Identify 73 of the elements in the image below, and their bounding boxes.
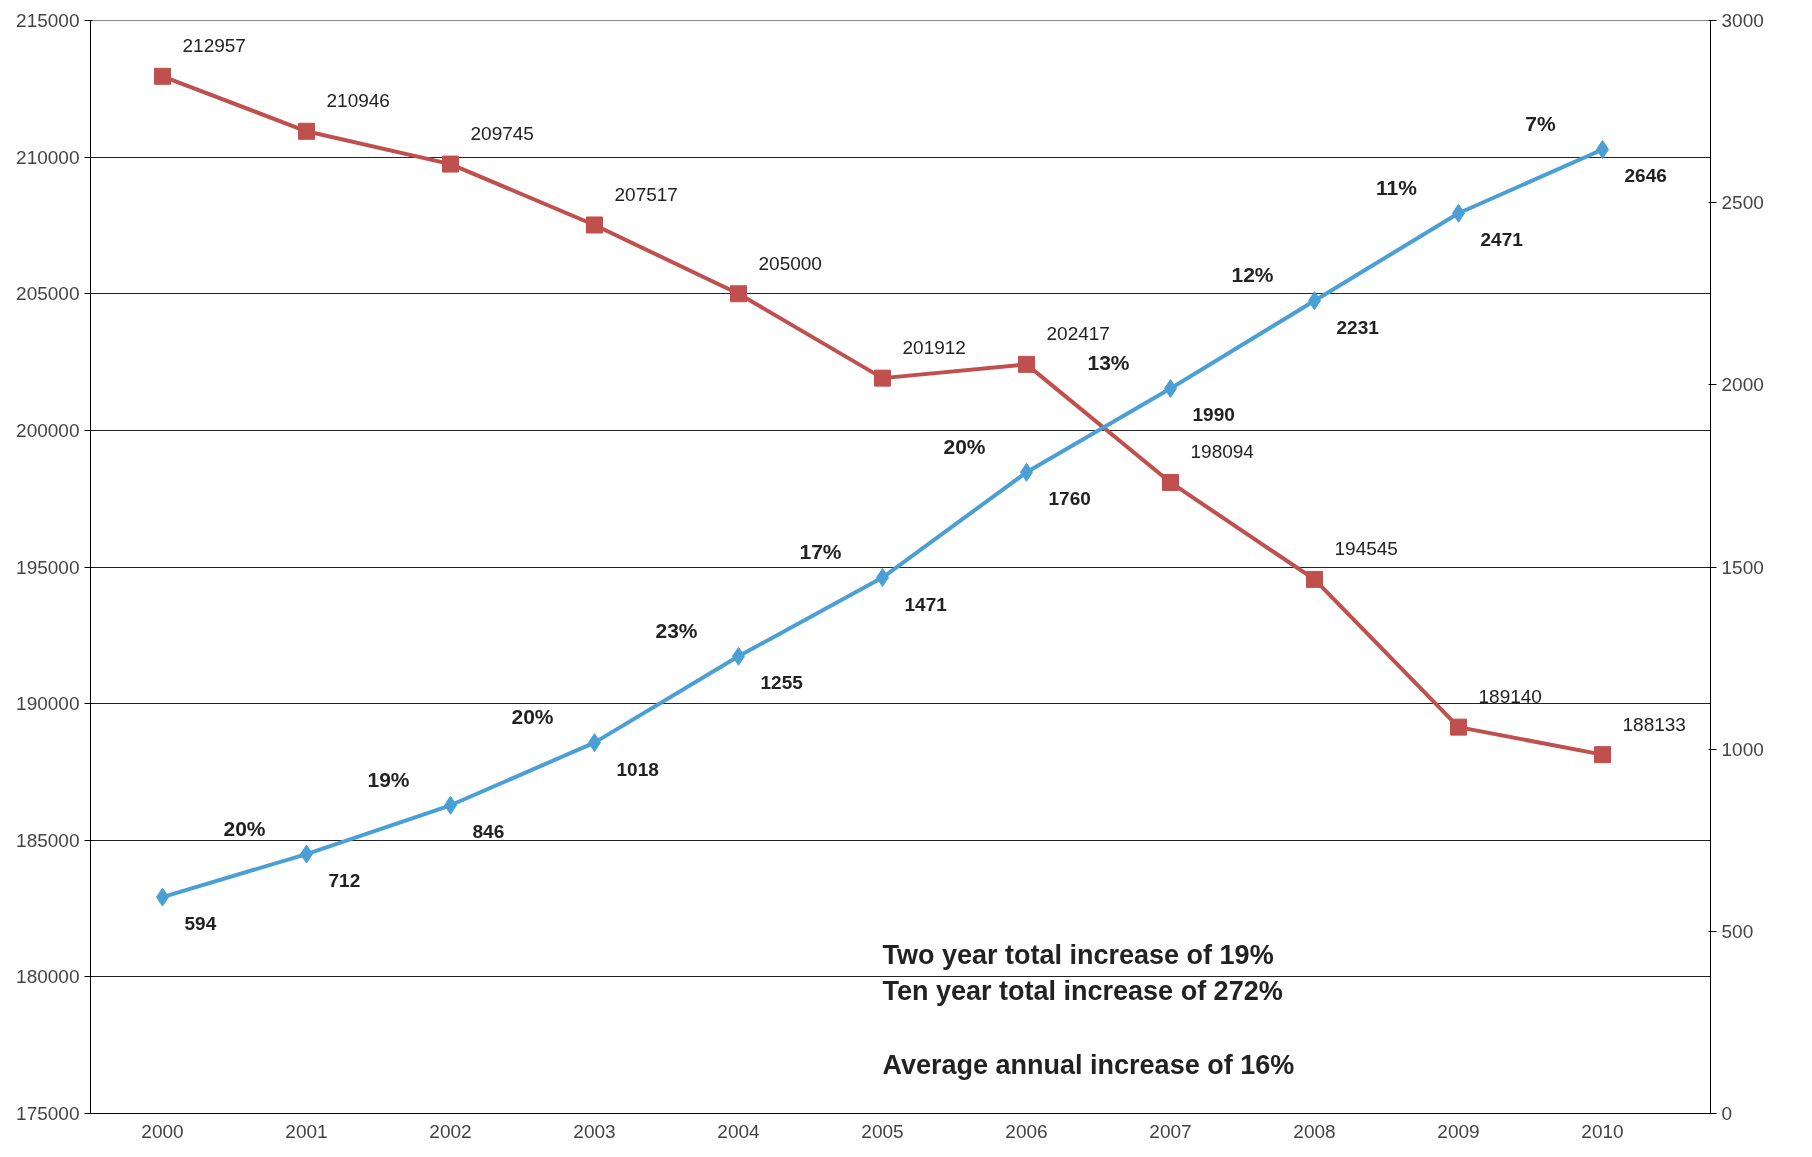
annotation: 7%	[1525, 111, 1556, 135]
y2-tick-label: 0	[1721, 1103, 1733, 1124]
x-tick-label: 2001	[285, 1120, 328, 1142]
data-label: 2471	[1480, 229, 1524, 251]
y-tick-label: 190000	[16, 693, 80, 715]
y2-tick-label: 2500	[1721, 192, 1764, 214]
point	[586, 216, 603, 234]
data-label: 188133	[1622, 713, 1686, 735]
x-tick-label: 2009	[1437, 1120, 1480, 1142]
data-label: 2231	[1336, 316, 1380, 338]
annotation: 19%	[367, 767, 410, 791]
y-tick-label: 195000	[16, 556, 80, 578]
data-label: 210946	[326, 90, 390, 112]
point	[1594, 746, 1611, 764]
data-label: 594	[184, 913, 217, 935]
point	[154, 67, 171, 85]
y2-tick-label: 1500	[1721, 556, 1764, 578]
data-label: 194545	[1334, 538, 1398, 560]
y-tick-label: 215000	[16, 10, 80, 31]
data-label: 212957	[182, 35, 246, 57]
y-tick-label: 205000	[16, 283, 80, 305]
data-label: 712	[328, 870, 361, 892]
x-tick-label: 2004	[717, 1120, 761, 1142]
point	[1306, 570, 1323, 588]
x-tick-label: 2008	[1293, 1120, 1336, 1142]
data-label: 202417	[1046, 323, 1110, 345]
data-label: 201912	[902, 337, 966, 359]
data-label: 1760	[1048, 488, 1091, 510]
point	[1450, 718, 1467, 736]
x-tick-label: 2000	[141, 1120, 184, 1142]
y2-tick-label: 1000	[1721, 738, 1764, 760]
annotation: 11%	[1376, 175, 1418, 199]
annotation: 12%	[1231, 263, 1274, 287]
data-label: 1018	[616, 758, 659, 780]
x-tick-label: 2006	[1005, 1120, 1048, 1142]
y-tick-label: 210000	[16, 146, 80, 168]
data-label: 1255	[760, 672, 804, 694]
x-tick-label: 2007	[1149, 1120, 1192, 1142]
point	[442, 155, 459, 173]
y2-tick-label: 500	[1721, 920, 1754, 942]
x-tick-label: 2002	[429, 1120, 472, 1142]
point	[1162, 473, 1179, 491]
data-label: 846	[472, 821, 505, 843]
point	[730, 285, 747, 303]
point	[298, 122, 315, 140]
data-label: 207517	[614, 183, 678, 205]
annotation: Ten year total increase of 272%	[882, 976, 1283, 1007]
y-tick-label: 185000	[16, 829, 80, 851]
y-tick-label: 180000	[16, 966, 80, 988]
data-label: 1471	[904, 593, 948, 615]
annotation: 20%	[223, 816, 266, 840]
y2-tick-label: 2000	[1721, 374, 1764, 396]
data-label: 1990	[1192, 404, 1235, 426]
y2-tick-label: 3000	[1721, 10, 1764, 31]
annotation: 13%	[1087, 350, 1130, 374]
point	[1018, 355, 1035, 373]
point	[874, 369, 891, 387]
x-tick-label: 2003	[573, 1120, 616, 1142]
annotation: 20%	[943, 434, 986, 458]
data-label: 189140	[1478, 686, 1542, 708]
data-label: 205000	[758, 252, 822, 274]
y-tick-label: 200000	[16, 419, 80, 441]
annotation: Two year total increase of 19%	[882, 940, 1274, 971]
annotation: 17%	[799, 540, 842, 564]
annotation: 20%	[511, 705, 554, 729]
data-label: 209745	[470, 123, 534, 145]
data-label: 2646	[1624, 165, 1667, 187]
x-tick-label: 2005	[861, 1120, 904, 1142]
annotation: 23%	[655, 618, 698, 642]
data-label: 198094	[1190, 441, 1255, 463]
annotation: Average annual increase of 16%	[882, 1050, 1295, 1081]
x-tick-label: 2010	[1581, 1120, 1624, 1142]
y-tick-label: 175000	[16, 1103, 80, 1124]
